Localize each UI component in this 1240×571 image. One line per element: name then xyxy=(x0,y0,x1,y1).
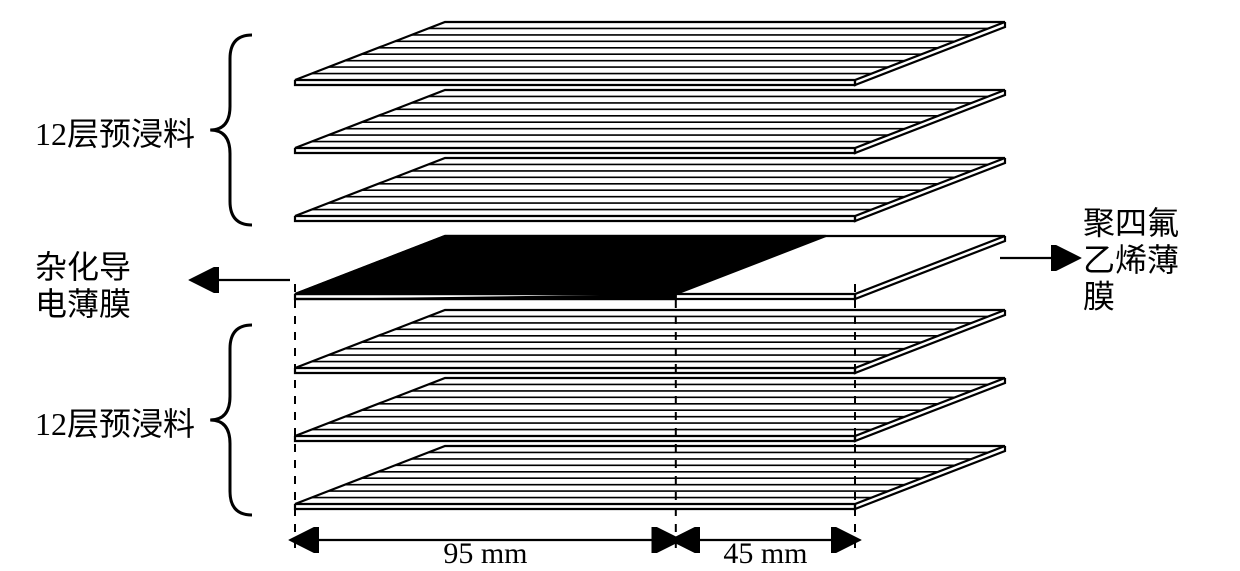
dimension-45mm: 45 mm xyxy=(723,537,807,570)
label-ptfe-film: 聚四氟乙烯薄膜 xyxy=(1083,205,1179,315)
label-hybrid-film: 杂化导电薄膜 xyxy=(35,249,131,322)
label-top-prepreg: 12层预浸料 xyxy=(35,116,195,152)
dimension-95mm: 95 mm xyxy=(443,537,527,570)
label-bottom-prepreg: 12层预浸料 xyxy=(35,406,195,442)
